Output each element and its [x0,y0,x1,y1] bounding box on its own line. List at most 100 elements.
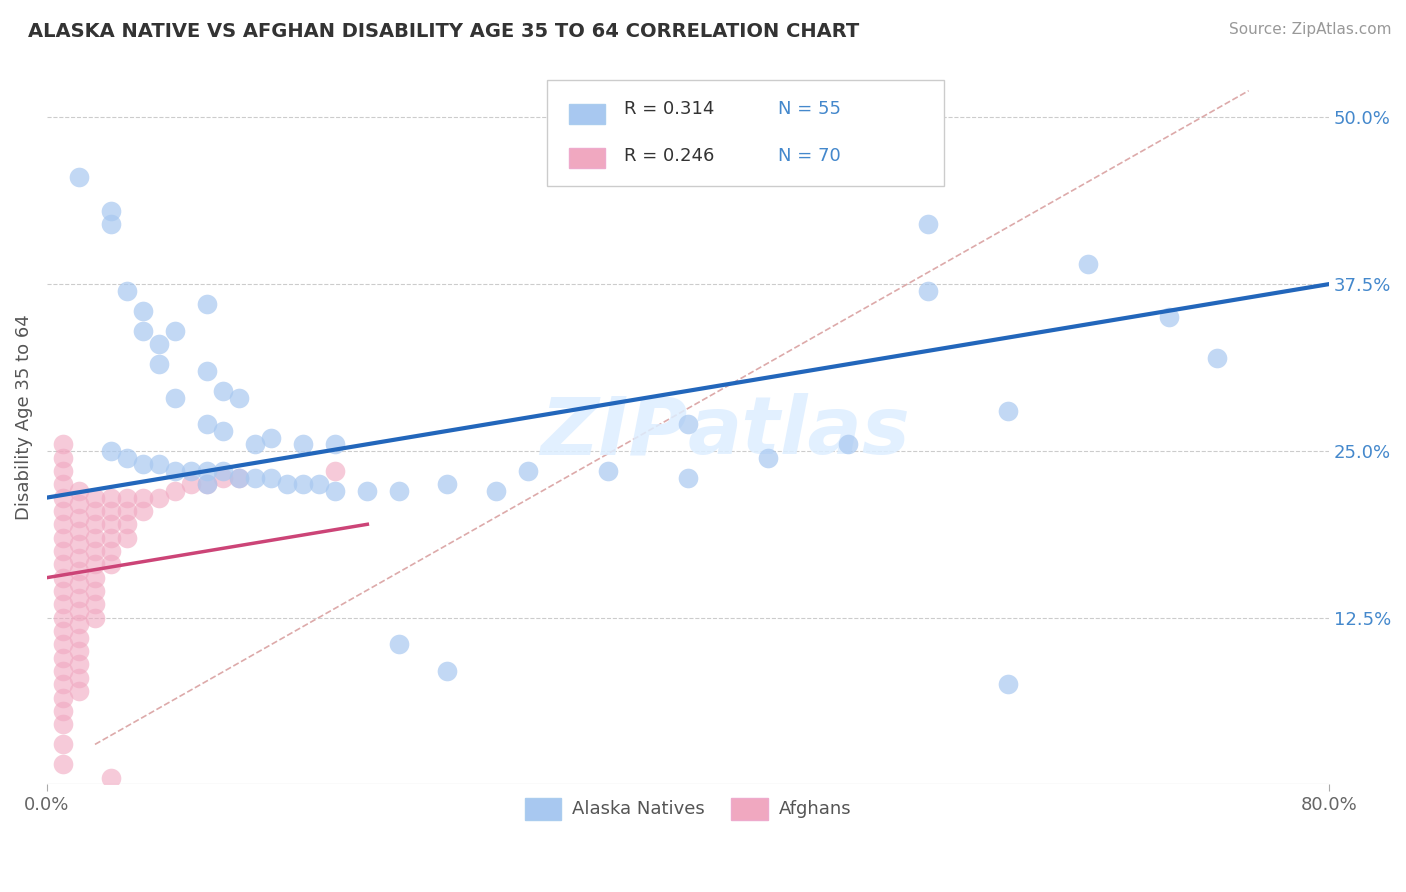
Point [212,470,235,484]
Point [52,738,75,752]
Point [323,464,346,478]
Point [1077,257,1099,271]
Point [100,558,122,572]
Point [52,624,75,638]
Point [67,550,90,565]
Point [52,597,75,611]
Point [356,483,378,498]
Point [52,450,75,465]
Point [132,504,155,518]
Point [388,637,411,651]
Point [100,504,122,518]
FancyBboxPatch shape [568,147,605,168]
Point [148,491,170,505]
Point [115,491,138,505]
Point [436,477,458,491]
Point [67,537,90,551]
Point [228,470,250,484]
Point [132,303,155,318]
Point [67,170,90,185]
Point [195,477,218,491]
Point [67,671,90,685]
Point [52,677,75,691]
Point [67,524,90,538]
Point [52,637,75,651]
Point [436,664,458,678]
Point [676,417,699,432]
Text: R = 0.314: R = 0.314 [624,101,714,119]
Point [52,717,75,731]
Point [148,357,170,371]
Point [100,771,122,785]
Point [52,558,75,572]
Point [100,517,122,532]
Point [165,483,187,498]
Point [84,610,107,624]
Point [67,604,90,618]
Point [67,644,90,658]
Point [115,284,138,298]
Point [388,483,411,498]
Point [84,517,107,532]
Point [195,364,218,378]
Point [100,444,122,458]
Point [260,470,283,484]
Point [132,491,155,505]
Point [323,437,346,451]
FancyBboxPatch shape [568,103,605,124]
Point [67,483,90,498]
Point [52,571,75,585]
Y-axis label: Disability Age 35 to 64: Disability Age 35 to 64 [15,315,32,520]
Point [212,464,235,478]
Point [148,337,170,351]
Point [67,510,90,524]
Point [52,544,75,558]
Point [484,483,506,498]
Point [115,504,138,518]
Point [212,424,235,438]
Point [100,491,122,505]
Point [84,584,107,599]
Point [245,437,267,451]
Text: Source: ZipAtlas.com: Source: ZipAtlas.com [1229,22,1392,37]
Point [52,584,75,599]
Point [165,391,187,405]
Point [67,684,90,698]
Text: N = 55: N = 55 [778,101,841,119]
Text: N = 70: N = 70 [778,146,841,165]
Text: ALASKA NATIVE VS AFGHAN DISABILITY AGE 35 TO 64 CORRELATION CHART: ALASKA NATIVE VS AFGHAN DISABILITY AGE 3… [28,22,859,41]
Point [917,217,939,231]
Point [52,477,75,491]
Point [165,464,187,478]
Point [997,404,1019,418]
Text: atlas: atlas [688,393,911,471]
Point [84,571,107,585]
Point [52,531,75,545]
Point [212,384,235,398]
Point [52,690,75,705]
Point [115,517,138,532]
Point [195,464,218,478]
Point [84,491,107,505]
Point [52,517,75,532]
Point [84,597,107,611]
Point [260,431,283,445]
Point [52,704,75,718]
Point [245,470,267,484]
Point [67,591,90,605]
Point [67,564,90,578]
Point [195,297,218,311]
Point [84,544,107,558]
Point [165,324,187,338]
Point [148,457,170,471]
Text: R = 0.246: R = 0.246 [624,146,714,165]
Point [997,677,1019,691]
Text: ZIP: ZIP [540,393,688,471]
Point [52,757,75,772]
Point [676,470,699,484]
Point [100,217,122,231]
Point [596,464,619,478]
Point [52,464,75,478]
Point [132,457,155,471]
Legend: Alaska Natives, Afghans: Alaska Natives, Afghans [517,790,858,827]
